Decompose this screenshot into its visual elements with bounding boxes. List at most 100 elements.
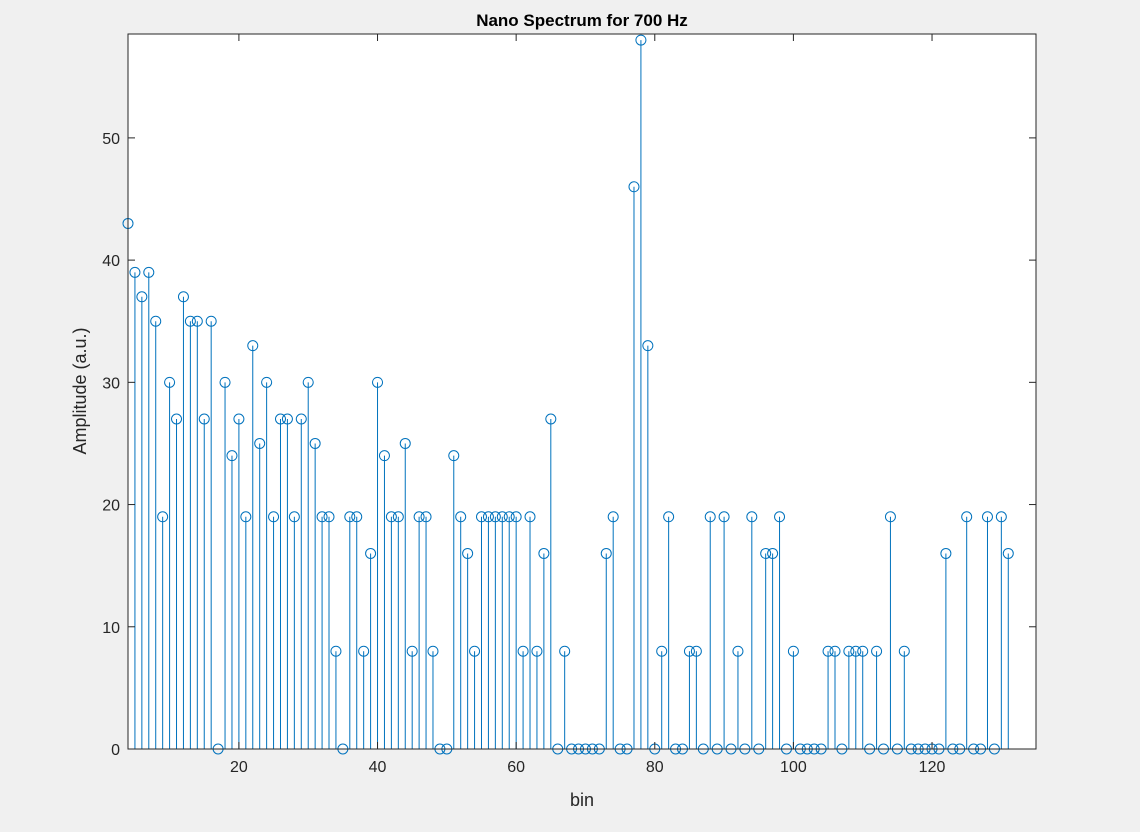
stem-marker — [261, 376, 273, 388]
y-tick-label: 40 — [102, 253, 120, 270]
stem-marker — [392, 511, 404, 523]
x-tick-label: 120 — [919, 759, 946, 776]
stem-marker — [683, 645, 695, 657]
stem-marker — [323, 511, 335, 523]
y-tick-label: 20 — [102, 498, 120, 515]
stem-marker — [704, 511, 716, 523]
stem-marker — [164, 376, 176, 388]
stem-marker — [150, 315, 162, 327]
stem-marker — [746, 511, 758, 523]
y-tick-label: 30 — [102, 375, 120, 392]
stem-marker — [961, 511, 973, 523]
x-tick-label: 40 — [369, 759, 387, 776]
x-axis-ticks: 20 40 60 80 100 120 — [230, 34, 945, 776]
stem-marker — [274, 413, 286, 425]
stem-marker — [642, 340, 654, 352]
stem-marker — [344, 511, 356, 523]
stem-marker — [517, 645, 529, 657]
stem-marker — [413, 511, 425, 523]
stem-marker — [129, 266, 141, 278]
stem-marker — [462, 547, 474, 559]
stem-marker — [850, 645, 862, 657]
stem-marker — [635, 34, 647, 46]
stem-marker — [226, 450, 238, 462]
stem-marker — [136, 291, 148, 303]
stem-marker — [268, 511, 280, 523]
stem-marker — [219, 376, 231, 388]
stem-marker — [767, 547, 779, 559]
stem-marker — [663, 511, 675, 523]
stem-marker — [607, 511, 619, 523]
stem-marker — [981, 511, 993, 523]
stem-marker — [288, 511, 300, 523]
stem-marker — [822, 645, 834, 657]
stem-marker — [482, 511, 494, 523]
y-tick-label: 0 — [111, 742, 120, 759]
stem-marker — [489, 511, 501, 523]
stem-marker — [503, 511, 515, 523]
stem-marker — [940, 547, 952, 559]
x-tick-label: 80 — [646, 759, 664, 776]
stem-marker — [871, 645, 883, 657]
stem-marker — [718, 511, 730, 523]
stem-marker — [302, 376, 314, 388]
stem-marker — [448, 450, 460, 462]
stem-marker — [690, 645, 702, 657]
stem-marker — [330, 645, 342, 657]
stem-marker — [157, 511, 169, 523]
stem-marker — [372, 376, 384, 388]
x-tick-label: 20 — [230, 759, 248, 776]
stem-marker — [496, 511, 508, 523]
stem-marker — [198, 413, 210, 425]
stem-marker — [233, 413, 245, 425]
x-axis-label: bin — [570, 790, 594, 810]
stem-marker — [656, 645, 668, 657]
x-tick-label: 60 — [507, 759, 525, 776]
chart-title: Nano Spectrum for 700 Hz — [476, 11, 688, 30]
y-tick-label: 10 — [102, 620, 120, 637]
stem-marker — [240, 511, 252, 523]
y-axis-label: Amplitude (a.u.) — [70, 327, 90, 454]
stem-marker — [898, 645, 910, 657]
stem-marker — [455, 511, 467, 523]
stem-marker — [427, 645, 439, 657]
stem-marker — [531, 645, 543, 657]
stem-marker — [254, 437, 266, 449]
stem-marker — [884, 511, 896, 523]
x-tick-label: 100 — [780, 759, 807, 776]
stem-marker — [600, 547, 612, 559]
stem-marker — [857, 645, 869, 657]
stem-marker — [787, 645, 799, 657]
stem-marker — [469, 645, 481, 657]
stem-marker — [143, 266, 155, 278]
stem-marker — [628, 181, 640, 193]
stem-marker — [1002, 547, 1014, 559]
stem-marker — [732, 645, 744, 657]
stem-marker — [545, 413, 557, 425]
stem-marker — [171, 413, 183, 425]
stem-marker — [358, 645, 370, 657]
stem-marker — [760, 547, 772, 559]
stem-series — [122, 34, 1014, 755]
stem-marker — [829, 645, 841, 657]
stem-marker — [295, 413, 307, 425]
stem-marker — [191, 315, 203, 327]
plot-area — [128, 34, 1036, 749]
stem-marker — [184, 315, 196, 327]
stem-marker — [365, 547, 377, 559]
stem-marker — [420, 511, 432, 523]
y-axis-ticks: 0 10 20 30 40 50 — [102, 131, 1036, 759]
stem-marker — [524, 511, 536, 523]
stem-marker — [995, 511, 1007, 523]
stem-marker — [351, 511, 363, 523]
stem-marker — [538, 547, 550, 559]
stem-marker — [475, 511, 487, 523]
axes-box — [127, 33, 1037, 750]
stem-marker — [406, 645, 418, 657]
stem-marker — [843, 645, 855, 657]
stem-marker — [247, 340, 259, 352]
stem-marker — [399, 437, 411, 449]
stem-marker — [281, 413, 293, 425]
stem-marker — [205, 315, 217, 327]
